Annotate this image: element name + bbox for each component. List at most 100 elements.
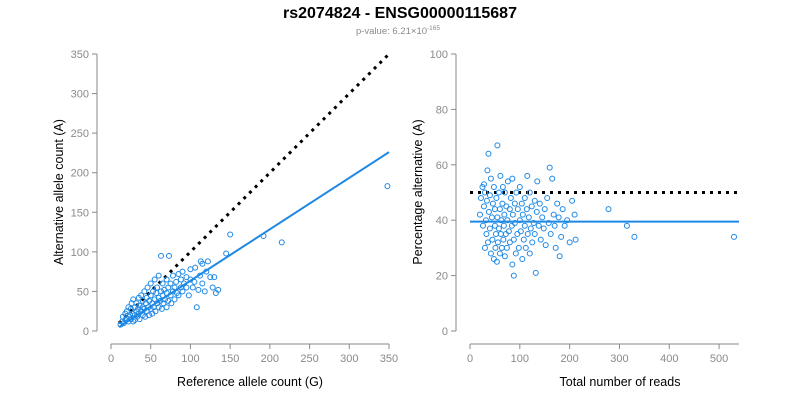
- data-point: [517, 228, 524, 235]
- left-y-tick-label: 0: [83, 326, 89, 338]
- left-y-axis-title: Alternative allele count (A): [52, 119, 66, 265]
- data-point: [564, 217, 571, 224]
- right-y-axis-title: Percentage alternative (A): [411, 119, 425, 264]
- data-point: [497, 231, 504, 238]
- data-point: [491, 222, 498, 229]
- data-point: [504, 178, 511, 185]
- right-x-axis-title: Total number of reads: [560, 375, 681, 389]
- data-point: [483, 197, 490, 204]
- data-point: [539, 214, 546, 221]
- data-point: [492, 244, 499, 251]
- data-point: [550, 211, 557, 218]
- data-point: [477, 195, 484, 202]
- data-point: [500, 236, 507, 243]
- data-point: [494, 142, 501, 149]
- data-point: [152, 308, 159, 315]
- data-point: [151, 276, 158, 283]
- right-scatter-panel: 0 20 40 60 80 100 0 100 200 300 400 500 Total numb…: [411, 49, 739, 389]
- data-point: [501, 253, 508, 260]
- data-point: [480, 203, 487, 210]
- data-point: [499, 183, 506, 190]
- data-point: [193, 304, 200, 311]
- data-point: [536, 200, 543, 207]
- data-point: [535, 222, 542, 229]
- data-point: [551, 222, 558, 229]
- data-point: [480, 181, 487, 188]
- p-value-text: p-value: 6.21×10: [356, 26, 427, 37]
- data-point: [500, 222, 507, 229]
- data-point: [179, 268, 186, 275]
- data-point: [486, 192, 493, 199]
- right-x-tick-label: 0: [467, 353, 473, 365]
- left-scatter-panel: 0 50 100 150 200 250 300 350 0 50 100 150 200 250 300…: [52, 49, 398, 389]
- data-point: [177, 276, 184, 283]
- figure-title: rs2074824 - ENSG00000115687: [283, 5, 517, 22]
- data-point: [138, 292, 145, 299]
- data-point: [493, 258, 500, 265]
- left-y-tick-label: 350: [71, 49, 89, 61]
- data-point: [168, 300, 175, 307]
- data-point: [558, 233, 565, 240]
- data-point: [521, 222, 528, 229]
- left-y-tick-label: 150: [71, 207, 89, 219]
- data-point: [476, 211, 483, 218]
- data-point: [509, 261, 516, 268]
- data-point: [532, 269, 539, 276]
- right-y-tick-label: 40: [436, 215, 448, 227]
- data-point: [199, 280, 206, 287]
- data-point: [501, 189, 508, 196]
- right-y-tick-label: 100: [430, 49, 448, 61]
- data-point: [223, 250, 230, 257]
- data-point: [516, 183, 523, 190]
- left-y-tick-label: 50: [77, 286, 89, 298]
- data-point: [489, 236, 496, 243]
- data-point: [207, 274, 214, 281]
- data-point: [141, 288, 148, 295]
- data-point: [554, 200, 561, 207]
- left-x-tick-label: 150: [221, 353, 239, 365]
- data-point: [526, 189, 533, 196]
- data-point: [498, 244, 505, 251]
- right-y-tick-label: 20: [436, 271, 448, 283]
- data-point: [485, 208, 492, 215]
- data-point: [545, 219, 552, 226]
- left-x-tick-label: 100: [181, 353, 199, 365]
- left-x-tick-label: 0: [108, 353, 114, 365]
- data-point: [165, 252, 172, 259]
- left-fit-line: [118, 151, 390, 328]
- right-x-ticks: 0 100 200 300 400 500: [467, 344, 728, 365]
- data-point: [509, 211, 516, 218]
- data-point: [531, 197, 538, 204]
- data-point: [506, 239, 513, 246]
- data-point: [211, 274, 218, 281]
- left-y-tick-label: 250: [71, 128, 89, 140]
- data-point: [154, 284, 161, 291]
- figure-subtitle: p-value: 6.21×10-165: [356, 25, 440, 37]
- data-point: [530, 219, 537, 226]
- right-data-points: [476, 142, 738, 279]
- data-point: [490, 183, 497, 190]
- data-point: [183, 284, 190, 291]
- data-point: [559, 206, 566, 213]
- left-x-tick-label: 50: [145, 353, 157, 365]
- data-point: [569, 197, 576, 204]
- data-point: [533, 208, 540, 215]
- data-point: [479, 222, 486, 229]
- data-point: [155, 272, 162, 279]
- data-point: [130, 318, 137, 325]
- data-point: [136, 316, 143, 323]
- data-point: [520, 236, 527, 243]
- data-point: [623, 222, 630, 229]
- data-point: [547, 231, 554, 238]
- data-point: [522, 244, 529, 251]
- data-point: [504, 217, 511, 224]
- data-point: [556, 253, 563, 260]
- data-point: [524, 231, 531, 238]
- data-point: [518, 200, 525, 207]
- data-point: [519, 211, 526, 218]
- data-point: [171, 296, 178, 303]
- data-point: [541, 206, 548, 213]
- data-point: [482, 217, 489, 224]
- data-point: [484, 167, 491, 174]
